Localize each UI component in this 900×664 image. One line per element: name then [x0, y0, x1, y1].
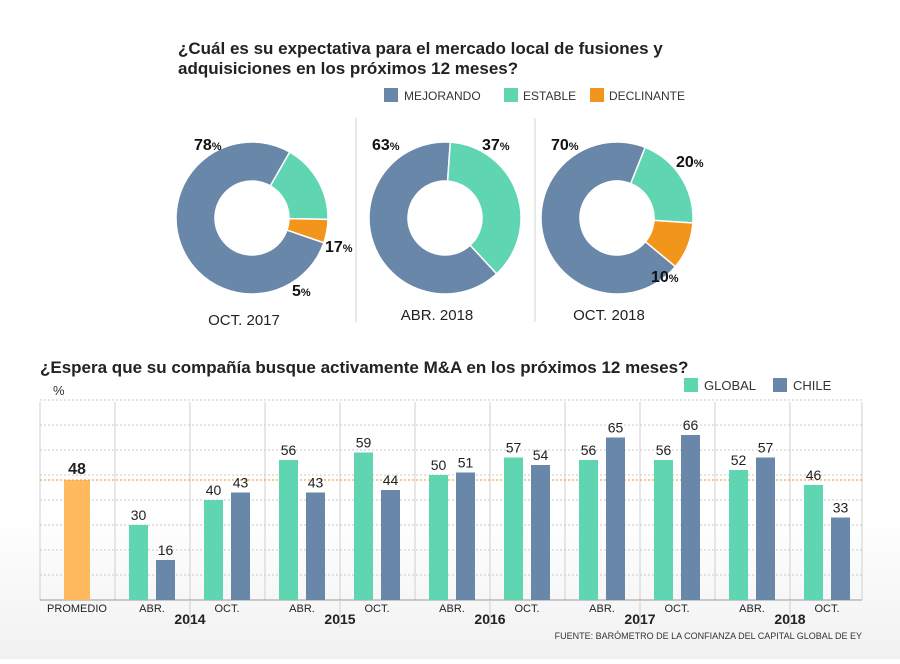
legend-swatch-mejorando — [384, 88, 398, 102]
bar-label-global: 57 — [506, 440, 522, 456]
bar-global — [279, 460, 298, 600]
donut-0-value-label-mejorando: 78% — [194, 137, 222, 154]
bar-label-promedio: 48 — [68, 461, 86, 478]
category-label: ABR. — [589, 603, 615, 615]
bar-global — [654, 460, 673, 600]
donut-1-value-label-estable: 37% — [482, 137, 510, 154]
bar-label-global: 56 — [656, 442, 672, 458]
donut-0-value-label-estable: 17% — [325, 239, 353, 256]
bar-label-chile: 33 — [833, 500, 849, 516]
bar-chile — [681, 435, 700, 600]
y-axis-unit: % — [53, 383, 65, 398]
legend-label-mejorando: MEJORANDO — [404, 89, 481, 103]
bar-label-global: 59 — [356, 435, 372, 451]
legend-swatch-estable — [504, 88, 518, 102]
bar-label-chile: 51 — [458, 455, 474, 471]
bar-chile — [381, 490, 400, 600]
year-label: 2018 — [774, 611, 805, 627]
legend-swatch-chile — [773, 378, 787, 392]
category-label: OCT. — [364, 603, 389, 615]
donut-1-value-label-mejorando: 63% — [372, 137, 400, 154]
bar-chile — [156, 560, 175, 600]
legend-label-estable: ESTABLE — [523, 89, 576, 103]
category-label: ABR. — [139, 603, 165, 615]
bar-label-chile: 43 — [308, 475, 324, 491]
bar-chile — [306, 492, 325, 600]
legend-label-declinante: DECLINANTE — [609, 89, 685, 103]
bar-label-global: 52 — [731, 452, 747, 468]
donut-0-value-label-declinante: 5% — [292, 283, 311, 300]
donut-chart-title-line2: adquisiciones en los próximos 12 meses? — [178, 59, 518, 78]
bar-chile — [531, 465, 550, 600]
donut-2-segment-declinante — [644, 219, 694, 268]
donut-1-segment-mejorando — [368, 141, 498, 295]
bar-label-chile: 54 — [533, 447, 549, 463]
bar-label-global: 30 — [131, 507, 147, 523]
bar-global — [204, 500, 223, 600]
bar-chile — [831, 517, 850, 600]
legend-swatch-declinante — [590, 88, 604, 102]
legend-label-chile: CHILE — [793, 378, 832, 393]
bar-label-chile: 43 — [233, 475, 249, 491]
donut-2-value-label-estable: 20% — [676, 154, 704, 171]
bar-label-global: 56 — [581, 442, 597, 458]
bar-chile — [231, 492, 250, 600]
bar-label-chile: 44 — [383, 472, 399, 488]
bar-chart-title: ¿Espera que su compañía busque activamen… — [40, 358, 688, 377]
bar-label-chile: 66 — [683, 417, 699, 433]
bar-global — [579, 460, 598, 600]
bar-global — [804, 485, 823, 600]
bar-label-global: 40 — [206, 482, 222, 498]
bar-label-global: 56 — [281, 442, 297, 458]
bar-label-chile: 65 — [608, 420, 624, 436]
bar-label-chile: 16 — [158, 542, 174, 558]
donut-2-value-label-declinante: 10% — [651, 269, 679, 286]
donut-chart-title-line1: ¿Cuál es su expectativa para el mercado … — [178, 39, 663, 58]
legend-swatch-global — [684, 378, 698, 392]
bar-chile — [456, 472, 475, 600]
year-label: 2017 — [624, 611, 655, 627]
bar-global — [129, 525, 148, 600]
legend-label-global: GLOBAL — [704, 378, 756, 393]
donut-2-segment-mejorando — [540, 141, 677, 295]
category-label: OCT. — [814, 603, 839, 615]
donut-2-value-label-mejorando: 70% — [551, 137, 579, 154]
donut-0-segment-declinante — [286, 217, 329, 244]
bar-promedio — [64, 480, 90, 600]
bar-global — [429, 475, 448, 600]
category-label: ABR. — [439, 603, 465, 615]
bar-label-global: 46 — [806, 467, 822, 483]
donut-1-period-label: ABR. 2018 — [401, 307, 474, 324]
category-label: OCT. — [214, 603, 239, 615]
bar-label-global: 50 — [431, 457, 447, 473]
category-label: ABR. — [739, 603, 765, 615]
bar-global — [729, 470, 748, 600]
donut-2-period-label: OCT. 2018 — [573, 307, 645, 324]
donut-1-segment-estable — [446, 141, 522, 275]
bar-global — [354, 452, 373, 600]
category-label-promedio: PROMEDIO — [47, 603, 107, 615]
year-label: 2014 — [174, 611, 205, 627]
bar-chile — [606, 437, 625, 600]
donut-legend: MEJORANDO ESTABLE DECLINANTE — [384, 88, 685, 103]
bar-global — [504, 457, 523, 600]
bar-label-chile: 57 — [758, 440, 774, 456]
category-label: ABR. — [289, 603, 315, 615]
year-label: 2015 — [324, 611, 355, 627]
donut-0-segment-mejorando — [175, 141, 325, 295]
category-label: OCT. — [514, 603, 539, 615]
donut-0-period-label: OCT. 2017 — [208, 312, 280, 329]
bar-chile — [756, 457, 775, 600]
year-label: 2016 — [474, 611, 505, 627]
category-label: OCT. — [664, 603, 689, 615]
source-note: FUENTE: BARÓMETRO DE LA CONFIANZA DEL CA… — [555, 631, 862, 641]
bar-legend: GLOBAL CHILE — [684, 378, 832, 393]
